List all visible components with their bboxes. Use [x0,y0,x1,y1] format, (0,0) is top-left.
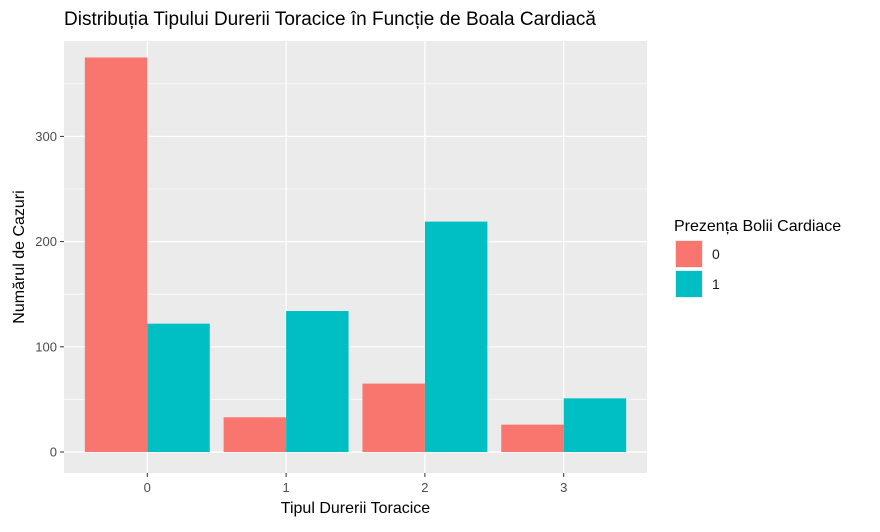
x-tick-label: 0 [144,480,151,495]
bar-cat-0-series-0 [84,57,148,452]
bar-cat-3-series-1 [563,398,627,452]
x-tick-label: 1 [282,480,289,495]
x-tick-label: 3 [560,480,567,495]
chart-title: Distribuția Tipului Durerii Toracice în … [64,9,596,30]
bar-cat-1-series-0 [223,417,287,452]
y-tick-label: 0 [50,445,57,460]
bars-group [84,57,627,452]
y-tick-label: 100 [35,339,57,354]
x-axis: 0 1 2 3 [144,473,567,495]
legend-title: Prezența Bolii Cardiace [674,218,841,235]
legend-label-0: 0 [712,246,720,262]
legend-label-1: 1 [712,276,720,292]
x-axis-title: Tipul Durerii Toracice [281,500,430,517]
bar-cat-1-series-1 [286,311,349,452]
y-tick-label: 300 [35,129,57,144]
x-tick-label: 2 [421,480,428,495]
legend: Prezența Bolii Cardiace 01 [674,218,841,298]
bar-cat-3-series-0 [501,424,564,452]
y-tick-label: 200 [35,234,57,249]
bar-cat-0-series-1 [147,323,210,452]
bar-cat-2-series-0 [362,383,425,452]
legend-swatch-0 [676,241,702,267]
legend-swatch-1 [676,271,702,297]
legend-items: 01 [675,240,720,298]
y-axis: 0 100 200 300 [35,129,64,460]
bar-cat-2-series-1 [424,221,488,452]
y-axis-title: Numărul de Cazuri [11,190,28,323]
